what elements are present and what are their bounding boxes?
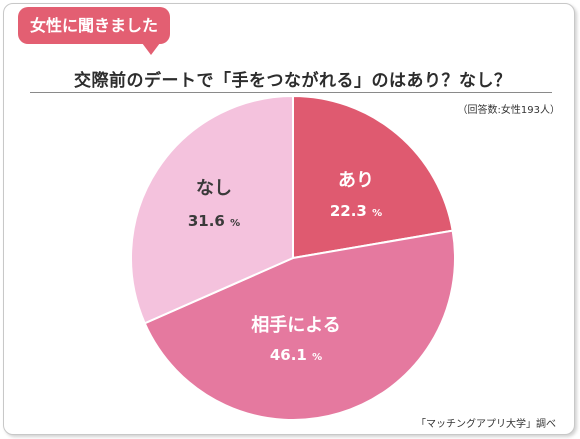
slice-unit-3: %	[230, 218, 240, 229]
slice-label-3: なし	[196, 178, 232, 199]
pie-slice-3	[130, 94, 294, 325]
title-divider	[30, 92, 552, 93]
source-credit: 「マッチングアプリ大学」調べ	[416, 419, 556, 430]
slice-unit-1: %	[372, 208, 382, 219]
pie-slice-2	[143, 229, 456, 421]
slice-unit-2: %	[312, 352, 322, 363]
slice-label-1: あり	[338, 170, 374, 191]
badge-tail	[142, 43, 160, 55]
chart-title: 交際前のデートで「手をつながれる」のはあり？なし？	[74, 71, 512, 91]
sample-size-note: （回答数:女性193人）	[457, 105, 560, 116]
slice-label-2: 相手による	[251, 314, 340, 336]
slice-value-1: 22.3 %	[330, 202, 382, 220]
pie-slice-1	[292, 94, 454, 260]
slice-value-3: 31.6 %	[188, 212, 240, 230]
slice-value-2: 46.1 %	[270, 346, 322, 364]
respondent-badge: 女性に聞きました	[18, 7, 170, 44]
